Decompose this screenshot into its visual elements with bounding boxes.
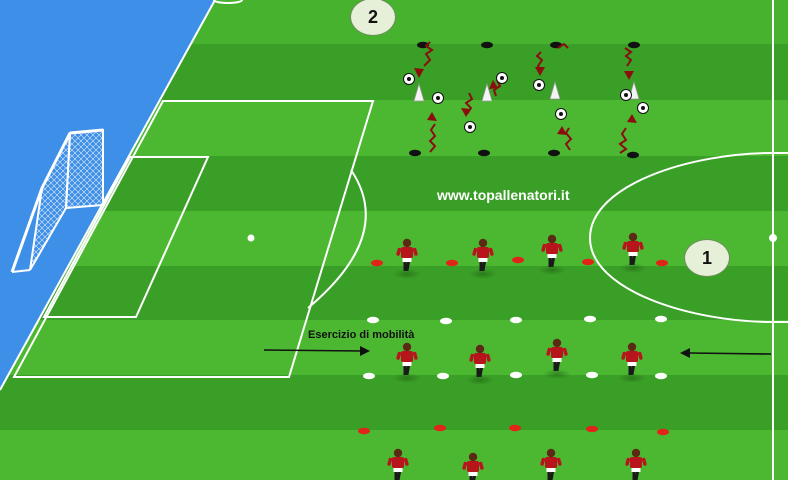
player-icon bbox=[469, 238, 497, 279]
station-1-badge: 1 bbox=[684, 239, 730, 277]
flat-marker-icon bbox=[434, 424, 446, 432]
player-icon bbox=[618, 342, 646, 383]
penalty-area bbox=[12, 100, 375, 378]
flat-marker-icon bbox=[655, 315, 667, 323]
player-icon bbox=[393, 342, 421, 383]
balls bbox=[403, 72, 649, 133]
flat-marker-icon bbox=[367, 316, 379, 324]
pitch-markings bbox=[12, 0, 788, 480]
arrow-icon bbox=[535, 67, 545, 76]
arrow-icon bbox=[461, 108, 471, 117]
red-markers bbox=[358, 256, 669, 436]
goal-net-icon bbox=[10, 128, 104, 273]
arrow-icon bbox=[427, 112, 437, 121]
flat-marker-icon bbox=[510, 371, 522, 379]
player-icon bbox=[462, 452, 484, 480]
drill-caption: Esercizio di mobilità bbox=[308, 329, 415, 341]
arrow-icon bbox=[688, 352, 772, 355]
station-1-label: 1 bbox=[701, 247, 712, 268]
flat-marker-icon bbox=[437, 372, 449, 380]
flat-marker-icon bbox=[657, 428, 669, 436]
flat-marker-icon bbox=[509, 424, 521, 432]
arrow-icon bbox=[557, 126, 567, 135]
soccer-ball-icon bbox=[432, 92, 444, 104]
arrow-icon bbox=[414, 68, 424, 78]
penalty-spot bbox=[247, 234, 255, 242]
flat-marker-icon bbox=[655, 372, 667, 380]
soccer-ball-icon bbox=[496, 72, 508, 84]
cone-icon bbox=[413, 82, 425, 102]
arrow-icon bbox=[624, 71, 634, 80]
dribble-path-icon bbox=[618, 127, 628, 154]
flat-marker-icon bbox=[582, 258, 594, 266]
station-2-badge: 2 bbox=[350, 0, 396, 36]
flat-marker-icon bbox=[358, 427, 370, 435]
station-2-label: 2 bbox=[367, 6, 378, 27]
soccer-ball-icon bbox=[464, 121, 476, 133]
player-icon bbox=[619, 232, 647, 273]
flat-marker-icon bbox=[627, 151, 639, 159]
dribble-path-icon bbox=[557, 42, 569, 49]
flat-marker-icon bbox=[409, 149, 421, 157]
station-2-markers bbox=[409, 41, 640, 159]
soccer-ball-icon bbox=[533, 79, 545, 91]
dribble-path-icon bbox=[423, 41, 434, 67]
goal-area bbox=[42, 156, 210, 318]
direction-arrows bbox=[263, 346, 772, 358]
arrow-icon bbox=[263, 349, 363, 352]
player-icon bbox=[466, 344, 494, 385]
soccer-ball-icon bbox=[555, 108, 567, 120]
soccer-ball-icon bbox=[403, 73, 415, 85]
flat-marker-icon bbox=[371, 259, 383, 267]
soccer-ball-icon bbox=[637, 102, 649, 114]
player-icon bbox=[540, 448, 562, 480]
player-icon bbox=[393, 238, 421, 279]
player-icon bbox=[387, 448, 409, 480]
players bbox=[387, 232, 647, 480]
dribble-path-icon bbox=[428, 123, 437, 153]
flat-marker-icon bbox=[478, 149, 490, 157]
flat-marker-icon bbox=[548, 149, 560, 157]
website-watermark: www.topallenatori.it bbox=[437, 187, 570, 203]
dribble-path-icon bbox=[564, 127, 573, 151]
centre-circle bbox=[588, 152, 788, 323]
flat-marker-icon bbox=[440, 317, 452, 325]
player-icon bbox=[538, 234, 566, 275]
dribble-path-icon bbox=[624, 47, 633, 67]
flat-marker-icon bbox=[363, 372, 375, 380]
flat-marker-icon bbox=[656, 259, 668, 267]
flat-marker-icon bbox=[586, 425, 598, 433]
dribble-arrowheads bbox=[414, 67, 637, 135]
penalty-arc bbox=[307, 169, 367, 309]
flat-marker-icon bbox=[481, 41, 493, 49]
flat-marker-icon bbox=[510, 316, 522, 324]
centre-spot bbox=[769, 234, 777, 242]
arrow-icon bbox=[627, 114, 637, 123]
flat-marker-icon bbox=[584, 315, 596, 323]
flat-marker-icon bbox=[586, 371, 598, 379]
soccer-ball-icon bbox=[620, 89, 632, 101]
player-icon bbox=[543, 338, 571, 379]
flat-marker-icon bbox=[628, 41, 640, 49]
arrow-icon bbox=[489, 80, 498, 89]
cone-icon bbox=[481, 82, 493, 102]
flat-marker-icon bbox=[446, 259, 458, 267]
flat-marker-icon bbox=[512, 256, 524, 264]
player-icon bbox=[625, 448, 647, 480]
white-markers bbox=[363, 315, 667, 380]
cone-icon bbox=[549, 80, 561, 100]
